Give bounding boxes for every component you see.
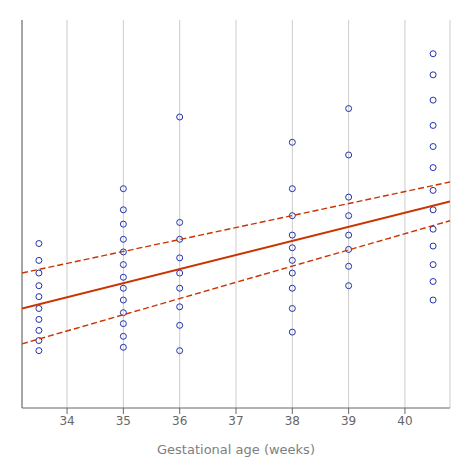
svg-text:Gestational age (weeks): Gestational age (weeks) bbox=[157, 442, 315, 457]
svg-text:34: 34 bbox=[59, 414, 74, 428]
svg-text:37: 37 bbox=[228, 414, 243, 428]
svg-text:39: 39 bbox=[341, 414, 356, 428]
svg-text:40: 40 bbox=[397, 414, 412, 428]
svg-text:35: 35 bbox=[116, 414, 131, 428]
svg-text:38: 38 bbox=[285, 414, 300, 428]
svg-text:36: 36 bbox=[172, 414, 187, 428]
